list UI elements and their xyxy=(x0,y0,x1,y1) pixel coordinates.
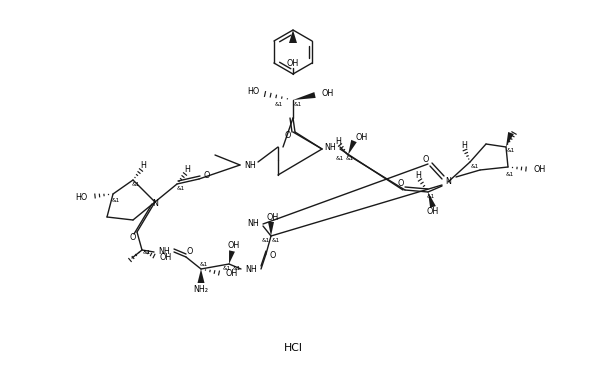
Text: O: O xyxy=(423,155,429,165)
Text: &1: &1 xyxy=(200,262,208,268)
Text: HO: HO xyxy=(247,88,259,96)
Text: H: H xyxy=(140,161,146,170)
Text: O: O xyxy=(285,131,291,141)
Text: H: H xyxy=(461,142,467,150)
Polygon shape xyxy=(348,140,357,155)
Text: O: O xyxy=(187,246,193,256)
Text: &1: &1 xyxy=(272,238,280,243)
Text: OH: OH xyxy=(160,254,172,262)
Text: H: H xyxy=(184,165,190,174)
Text: &1: &1 xyxy=(112,197,120,203)
Text: &1: &1 xyxy=(143,250,151,254)
Text: &1: &1 xyxy=(262,238,270,243)
Text: OH: OH xyxy=(533,165,545,174)
Text: HCl: HCl xyxy=(284,343,302,353)
Text: OH: OH xyxy=(427,207,439,216)
Text: H: H xyxy=(415,172,421,181)
Text: OH: OH xyxy=(225,269,237,278)
Text: NH: NH xyxy=(158,247,170,257)
Text: OH: OH xyxy=(356,132,368,142)
Text: OH: OH xyxy=(267,212,279,222)
Text: OH: OH xyxy=(287,59,299,69)
Text: N: N xyxy=(445,177,451,187)
Text: &1: &1 xyxy=(506,173,514,177)
Text: OH: OH xyxy=(228,242,240,250)
Text: &1: &1 xyxy=(507,147,515,153)
Text: NH₂: NH₂ xyxy=(194,284,209,293)
Polygon shape xyxy=(229,250,235,264)
Text: &1: &1 xyxy=(471,164,479,169)
Polygon shape xyxy=(506,132,514,147)
Text: O: O xyxy=(203,172,209,181)
Text: NH: NH xyxy=(324,142,336,151)
Text: &1: &1 xyxy=(294,101,302,107)
Polygon shape xyxy=(197,269,204,283)
Text: H: H xyxy=(335,137,341,146)
Text: HO: HO xyxy=(74,192,87,201)
Text: NH: NH xyxy=(245,265,257,273)
Text: &1: &1 xyxy=(336,157,344,161)
Text: NH: NH xyxy=(244,161,256,169)
Text: &1: &1 xyxy=(275,101,283,107)
Text: &1: &1 xyxy=(223,266,231,272)
Text: N: N xyxy=(152,200,158,208)
Text: NH: NH xyxy=(247,219,259,228)
Text: O: O xyxy=(130,234,136,242)
Text: O: O xyxy=(270,251,277,261)
Polygon shape xyxy=(289,30,297,43)
Text: O: O xyxy=(398,180,404,188)
Polygon shape xyxy=(293,92,316,100)
Polygon shape xyxy=(268,222,274,236)
Polygon shape xyxy=(428,192,436,208)
Text: &1: &1 xyxy=(177,185,185,191)
Text: &1: &1 xyxy=(427,195,435,200)
Text: &1: &1 xyxy=(346,157,354,161)
Text: &1: &1 xyxy=(132,182,140,188)
Text: &1: &1 xyxy=(233,266,241,272)
Text: OH: OH xyxy=(321,88,333,97)
